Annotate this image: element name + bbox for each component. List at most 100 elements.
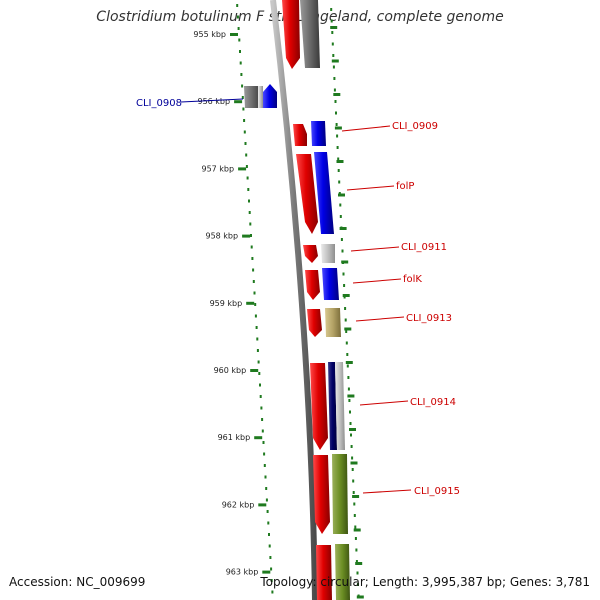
ruler-dot (270, 579, 273, 582)
track-dot (333, 88, 336, 92)
track-tick (338, 193, 345, 197)
gene-arrow (316, 545, 332, 600)
gene-arrow (282, 0, 300, 69)
track-dot (337, 157, 340, 161)
gene-label-cli-0913[interactable]: CLI_0913 (406, 313, 452, 324)
ruler-tick (234, 100, 243, 104)
track-dot (352, 479, 355, 483)
accession-text: Accession: NC_009699 (9, 575, 146, 589)
track-dot (342, 272, 345, 276)
gene-arrow (328, 362, 337, 450)
track-tick (334, 126, 342, 130)
track-dot (351, 468, 354, 471)
track-dot (357, 583, 359, 586)
track-tick (353, 528, 361, 532)
ruler-dot (265, 498, 268, 502)
ruler-dot (254, 314, 257, 318)
ruler-dot (264, 475, 267, 479)
outer-track-dots (330, 8, 364, 599)
gene-labels: CLI_0908 CLI_0909 folP CLI_0911 folK CLI… (136, 98, 460, 497)
ruler-dot (258, 372, 261, 375)
track-dot (333, 77, 336, 80)
ruler-dot (236, 15, 239, 19)
track-dot (335, 123, 338, 126)
ruler-dot (256, 349, 259, 352)
ruler-tick-label: 957 kbp (201, 164, 234, 173)
track-tick (355, 562, 363, 565)
ruler-dot (253, 291, 256, 295)
gene-arrow (258, 86, 263, 108)
ruler-tick-label: 960 kbp (214, 366, 247, 375)
track-tick (350, 461, 358, 465)
gene-label-cli-0908[interactable]: CLI_0908 (136, 98, 182, 109)
ruler-tick (262, 570, 271, 574)
gene-arrow (332, 454, 348, 534)
genome-backbone (270, 0, 318, 600)
ruler-dot (250, 234, 252, 237)
ruler-dot (259, 383, 261, 387)
ruler-tick-label: 962 kbp (222, 500, 255, 509)
ruler-dot (241, 96, 244, 99)
ruler-dot (238, 38, 241, 42)
track-dot (355, 548, 358, 552)
gene-features (244, 0, 350, 600)
track-dot (355, 560, 358, 563)
ruler-dot (250, 245, 253, 249)
track-dot (350, 433, 352, 437)
ruler-dot (237, 27, 240, 30)
track-tick (342, 294, 350, 297)
gene-arrow (313, 455, 330, 534)
track-tick (333, 93, 341, 96)
gene-arrow (314, 152, 334, 234)
ruler-dot (243, 119, 246, 122)
ruler-dot (261, 418, 264, 421)
map-title: Clostridium botulinum F str. Langeland, … (96, 9, 504, 25)
gene-label-folk[interactable]: folK (403, 274, 422, 285)
gene-label-cli-0911[interactable]: CLI_0911 (401, 242, 447, 253)
ruler-dot (248, 211, 251, 214)
ruler-dot (241, 84, 244, 88)
ruler-dot (236, 4, 239, 7)
ruler-dot (243, 130, 246, 134)
ruler-tick-label: 963 kbp (226, 568, 259, 577)
ruler-dot (257, 360, 260, 364)
track-tick (331, 59, 339, 63)
label-leader-line (346, 185, 395, 191)
track-dot (330, 19, 333, 23)
ruler-dot (247, 188, 250, 191)
track-dot (349, 410, 351, 414)
track-tick (341, 260, 349, 264)
track-dot (331, 42, 334, 46)
track-dot (340, 238, 343, 241)
track-dot (332, 65, 335, 69)
ruler-dot (259, 395, 262, 398)
track-dot (345, 330, 348, 333)
gene-arrow (263, 84, 277, 108)
track-dot (354, 537, 357, 540)
track-dot (337, 169, 340, 172)
track-dot (346, 364, 349, 368)
track-dot (330, 8, 333, 11)
gene-label-cli-0915[interactable]: CLI_0915 (414, 486, 460, 497)
label-leader-line (341, 125, 391, 132)
ruler-dot (248, 199, 250, 203)
track-dot (350, 445, 353, 448)
ruler-dot (255, 326, 258, 329)
ruler-tick (254, 436, 263, 440)
gene-arrow (296, 154, 318, 234)
ruler-dot (260, 406, 263, 410)
ruler-dot (262, 441, 265, 444)
gene-label-folp[interactable]: folP (396, 181, 414, 192)
track-dot (339, 203, 342, 207)
gene-label-cli-0909[interactable]: CLI_0909 (392, 121, 438, 132)
gene-arrow (335, 362, 345, 450)
track-dot (343, 284, 346, 287)
ruler-tick (250, 369, 259, 372)
ruler-dot (254, 303, 257, 306)
gene-arrow (335, 544, 350, 600)
ruler-dot (244, 142, 247, 145)
track-dot (339, 215, 342, 218)
track-tick (349, 428, 356, 431)
gene-arrow (244, 86, 261, 108)
gene-label-cli-0914[interactable]: CLI_0914 (410, 397, 456, 408)
